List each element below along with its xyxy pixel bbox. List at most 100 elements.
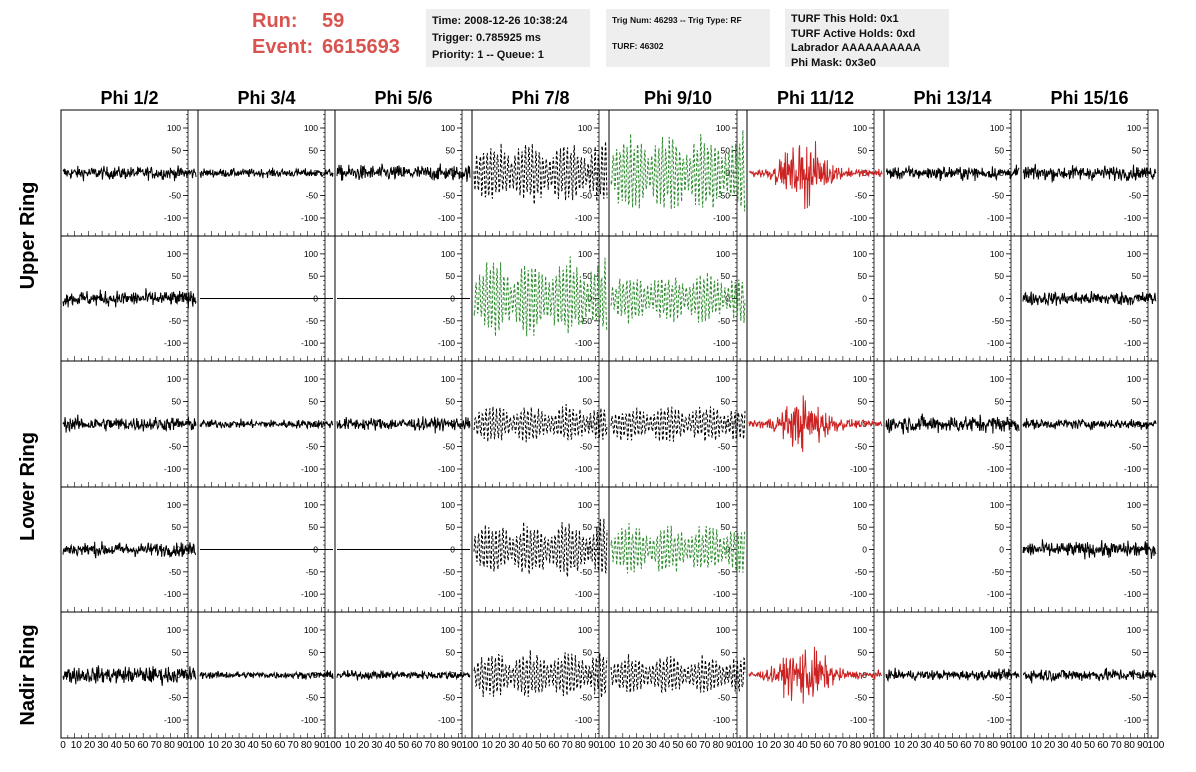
y-tick-label: 100 [1127,625,1141,635]
y-tick-label: -50 [718,567,731,577]
waveform-trace [1022,418,1157,431]
y-tick-label: -100 [987,715,1004,725]
y-tick-label: 100 [853,374,867,384]
panel-r1-c4: -100 -50 0 50 100 [471,109,610,237]
y-tick-label: 100 [578,500,592,510]
x-tick-label: 100 [188,740,205,751]
x-tick-label: 50 [672,740,684,751]
waveform-trace [610,654,746,693]
y-tick-label: -50 [718,316,731,326]
y-tick-label: -50 [718,191,731,201]
x-tick-label: 70 [699,740,711,751]
y-tick-label: 50 [995,397,1005,407]
y-tick-label: -50 [169,567,182,577]
y-tick-label: -100 [438,338,455,348]
y-tick-label: 0 [587,168,592,178]
y-tick-label: 100 [716,249,730,259]
run-line: Run: 59 [252,8,400,34]
x-tick-label: 30 [508,740,520,751]
y-tick-label: -50 [443,191,456,201]
x-tick-label: 40 [522,740,534,751]
x-tick-label: 100 [325,740,342,751]
y-tick-label: 100 [990,500,1004,510]
y-tick-label: -100 [987,464,1004,474]
y-tick-label: -100 [713,715,730,725]
waveform-trace [473,403,608,443]
y-tick-label: -100 [713,464,730,474]
x-tick-label: 80 [301,740,313,751]
waveform-trace [748,141,883,210]
y-tick-label: 100 [304,374,318,384]
waveform-trace [199,418,334,430]
x-tick-label: 40 [385,740,397,751]
y-tick-label: 50 [446,397,456,407]
waveform-trace [336,416,471,434]
x-tick-label: 30 [783,740,795,751]
panel-r3-c5: -100 -50 0 50 100 [608,360,748,488]
x-tick-label: 70 [974,740,986,751]
y-tick-label: 50 [995,522,1005,532]
column-title-phi-3: Phi 5/6 [374,88,432,108]
y-tick-label: 50 [995,271,1005,281]
x-tick-label: 40 [934,740,946,751]
x-tick-label: 90 [726,740,738,751]
turf-info-box: TURF This Hold: 0x1 TURF Active Holds: 0… [785,9,949,69]
x-tick-label: 0 [60,740,66,751]
x-tick-label: 30 [920,740,932,751]
y-tick-label: 100 [716,374,730,384]
y-tick-label: 100 [441,249,455,259]
y-tick-label: -100 [164,589,181,599]
y-tick-label: -50 [718,442,731,452]
waveform-trace [62,288,197,309]
y-tick-label: 100 [167,249,181,259]
x-tick-label: 40 [1071,740,1083,751]
y-tick-label: -50 [992,567,1005,577]
waveform-trace [610,130,746,212]
x-tick-label: 30 [1057,740,1069,751]
y-tick-label: -100 [713,338,730,348]
y-tick-label: -50 [443,693,456,703]
time-text: Time: 2008-12-26 10:38:24 [432,15,568,27]
y-tick-label: -100 [164,213,181,223]
y-tick-label: 100 [853,500,867,510]
x-tick-label: 60 [274,740,286,751]
waveform-trace [885,667,1020,683]
x-tick-label: 20 [632,740,644,751]
column-title-phi-4: Phi 7/8 [511,88,569,108]
y-tick-label: -100 [1124,715,1141,725]
y-tick-label: 100 [1127,500,1141,510]
panel-r2-c6: -100 -50 0 50 100 [746,235,885,362]
y-tick-label: 50 [172,648,182,658]
y-tick-label: 100 [167,123,181,133]
y-tick-label: 100 [441,123,455,133]
panel-r4-c4: -100 -50 0 50 100 [471,486,610,613]
x-tick-label: 50 [261,740,273,751]
waveform-trace [885,164,1020,182]
x-tick-label: 60 [137,740,149,751]
x-tick-label: 80 [575,740,587,751]
y-tick-label: 50 [446,648,456,658]
waveform-trace [473,256,608,337]
y-tick-label: 50 [1132,146,1142,156]
y-tick-label: 50 [721,648,731,658]
x-tick-label: 30 [371,740,383,751]
y-tick-label: -100 [301,338,318,348]
x-tick-label: 90 [588,740,600,751]
y-tick-label: -100 [301,464,318,474]
x-tick-label: 20 [907,740,919,751]
y-tick-label: 50 [172,146,182,156]
y-tick-label: 0 [1136,670,1141,680]
y-tick-label: 50 [721,146,731,156]
waveform-trace [1022,667,1157,684]
y-tick-label: -50 [306,316,319,326]
panel-r5-c1: -100 -50 0 50 100 [60,611,199,739]
waveform-trace [610,272,746,325]
